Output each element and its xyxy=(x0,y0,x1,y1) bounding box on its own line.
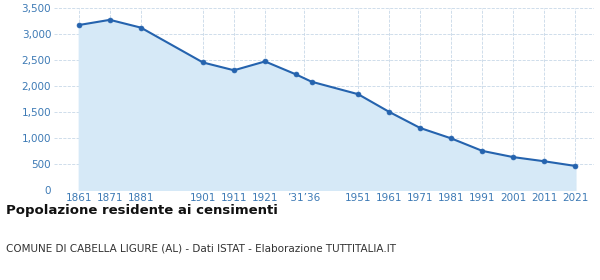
Text: Popolazione residente ai censimenti: Popolazione residente ai censimenti xyxy=(6,204,278,217)
Text: COMUNE DI CABELLA LIGURE (AL) - Dati ISTAT - Elaborazione TUTTITALIA.IT: COMUNE DI CABELLA LIGURE (AL) - Dati IST… xyxy=(6,244,396,254)
